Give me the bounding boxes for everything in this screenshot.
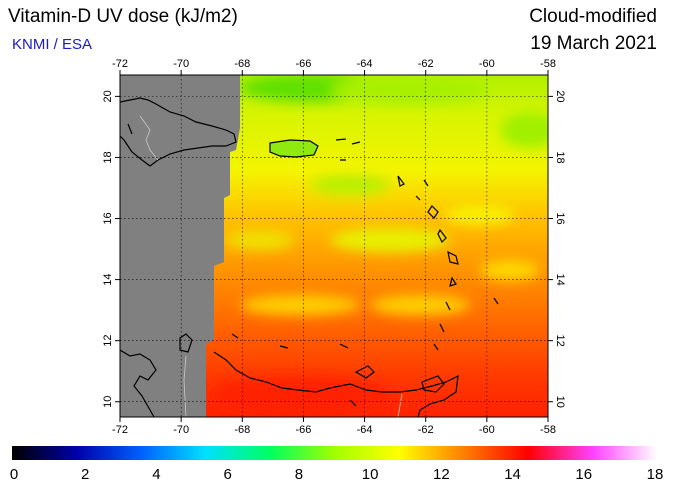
no-data-area	[120, 75, 240, 417]
lon-label-bottom-0: -72	[112, 424, 128, 436]
colorbar-label-8: 16	[575, 466, 592, 483]
lat-label-left-3: 16	[102, 212, 114, 224]
venezuela-guyana-border	[397, 393, 403, 417]
lat-label-right-2: 14	[554, 273, 566, 285]
lat-label-right-0: 10	[554, 396, 566, 408]
credit-label: KNMI / ESA	[12, 36, 93, 53]
graticule	[120, 75, 548, 417]
aruba-coast	[179, 333, 193, 353]
colorbar-label-6: 12	[433, 466, 450, 483]
colombia-venezuela-border	[183, 355, 187, 417]
colorbar-labels: 0 2 4 6 8 10 12 14 16 18	[10, 466, 664, 483]
lon-label-bottom-6: -60	[479, 424, 495, 436]
islet	[127, 123, 133, 135]
lat-labels-right: 10 12 14 16 18 20	[554, 90, 566, 408]
lon-label-top-4: -64	[357, 58, 373, 70]
uv-field	[120, 75, 548, 417]
lon-label-top-3: -66	[295, 58, 311, 70]
axis-ticks	[115, 70, 553, 422]
lon-label-bottom-5: -62	[418, 424, 434, 436]
lon-label-bottom-7: -58	[540, 424, 556, 436]
map-title: Vitamin-D UV dose (kJ/m2)	[8, 6, 238, 27]
margarita-coast	[349, 365, 375, 407]
product-label: Cloud-modified	[529, 6, 657, 27]
haiti-dr-border	[139, 115, 159, 161]
puerto-rico-coast	[269, 139, 319, 158]
lon-labels-top: -72 -70 -68 -66 -64 -62 -60 -58	[112, 58, 556, 70]
lat-label-right-3: 16	[554, 212, 566, 224]
lon-label-bottom-1: -70	[173, 424, 189, 436]
lon-label-top-1: -70	[173, 58, 189, 70]
colorbar-label-1: 2	[81, 466, 89, 483]
country-borders	[139, 115, 403, 417]
lon-label-top-6: -60	[479, 58, 495, 70]
lon-label-top-2: -68	[234, 58, 250, 70]
colorbar-label-4: 8	[295, 466, 303, 483]
lat-label-left-4: 18	[102, 151, 114, 163]
lon-label-bottom-2: -68	[234, 424, 250, 436]
lon-label-top-5: -62	[418, 58, 434, 70]
lat-label-right-4: 18	[554, 151, 566, 163]
colorbar-label-7: 14	[504, 466, 521, 483]
lon-label-top-7: -58	[540, 58, 556, 70]
coastlines	[120, 97, 499, 417]
lon-label-bottom-3: -66	[295, 424, 311, 436]
virgin-islands	[335, 138, 361, 161]
date-label: 19 March 2021	[530, 33, 657, 54]
colorbar-label-9: 18	[647, 466, 664, 483]
colorbar-label-2: 4	[152, 466, 160, 483]
lon-labels-bottom: -72 -70 -68 -66 -64 -62 -60 -58	[112, 424, 556, 436]
venezuela-coast-west	[120, 349, 157, 417]
lon-label-bottom-4: -64	[357, 424, 373, 436]
lat-label-left-5: 20	[102, 90, 114, 102]
lat-labels-left: 10 12 14 16 18 20	[102, 90, 114, 408]
lat-label-right-1: 12	[554, 335, 566, 347]
colorbar-label-5: 10	[362, 466, 379, 483]
trinidad-coast	[421, 375, 445, 393]
venezuela-coast-east	[213, 351, 459, 417]
map-frame	[119, 74, 549, 418]
small-islands	[231, 333, 349, 349]
lat-label-left-0: 10	[102, 396, 114, 408]
hispaniola-coast	[120, 97, 237, 167]
colorbar-label-0: 0	[10, 466, 18, 483]
lat-label-left-2: 14	[102, 273, 114, 285]
lat-label-left-1: 12	[102, 335, 114, 347]
lon-label-top-0: -72	[112, 58, 128, 70]
lat-label-right-5: 20	[554, 90, 566, 102]
colorbar-label-3: 6	[223, 466, 231, 483]
colorbar	[12, 446, 657, 460]
